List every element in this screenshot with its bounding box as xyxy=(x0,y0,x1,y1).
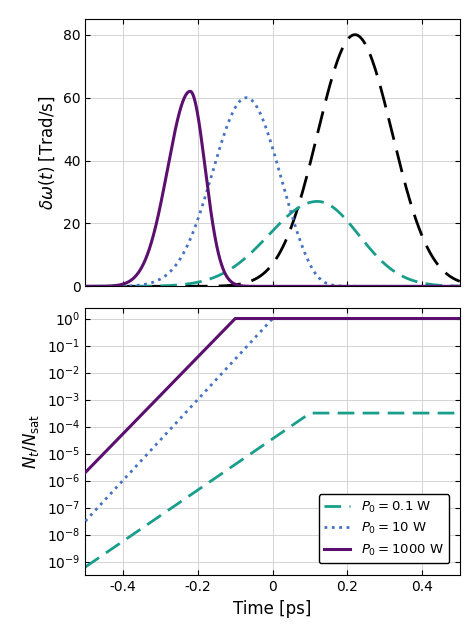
Y-axis label: $N_t/N_{\mathrm{sat}}$: $N_t/N_{\mathrm{sat}}$ xyxy=(21,414,41,469)
Y-axis label: $\delta\omega(t)$ [Trad/s]: $\delta\omega(t)$ [Trad/s] xyxy=(38,95,57,210)
X-axis label: Time [ps]: Time [ps] xyxy=(233,600,312,617)
Legend: $P_0 = 0.1$ W, $P_0 = 10$ W, $P_0 = 1000$ W: $P_0 = 0.1$ W, $P_0 = 10$ W, $P_0 = 1000… xyxy=(319,494,449,563)
